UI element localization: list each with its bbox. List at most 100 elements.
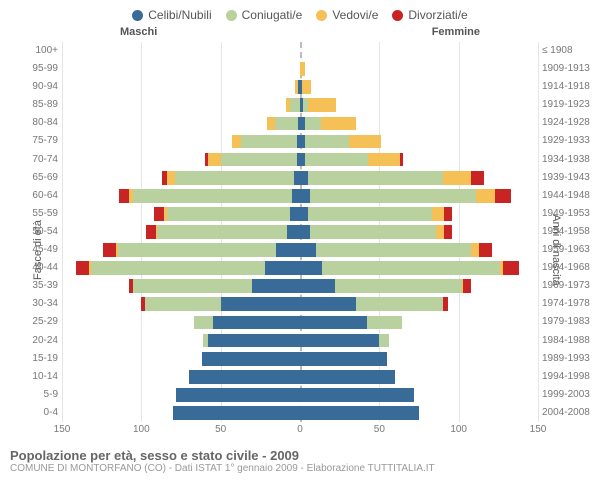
bar-male — [232, 135, 300, 149]
legend-swatch — [226, 10, 237, 21]
segment-celibi — [300, 406, 419, 420]
age-label: 85-89 — [12, 96, 58, 114]
segment-celibi — [276, 243, 300, 257]
age-label: 75-79 — [12, 132, 58, 150]
population-pyramid-chart: Celibi/NubiliConiugati/eVedovi/eDivorzia… — [0, 0, 600, 500]
legend-label: Coniugati/e — [242, 8, 303, 22]
age-label: 25-29 — [12, 313, 58, 331]
segment-coniugati — [175, 171, 294, 185]
segment-celibi — [265, 261, 300, 275]
bar-male — [202, 352, 300, 366]
bar-male — [141, 297, 300, 311]
bar-female — [300, 406, 419, 420]
segment-coniugati — [322, 261, 500, 275]
segment-divorziati — [444, 207, 452, 221]
age-row: 25-291979-1983 — [62, 313, 538, 331]
birth-year-label: ≤ 1908 — [542, 42, 598, 60]
segment-coniugati — [133, 279, 252, 293]
birth-year-label: 1999-2003 — [542, 386, 598, 404]
age-label: 70-74 — [12, 151, 58, 169]
segment-coniugati — [118, 243, 277, 257]
segment-coniugati — [308, 171, 443, 185]
age-label: 100+ — [12, 42, 58, 60]
segment-coniugati — [133, 189, 292, 203]
segment-vedovi — [208, 153, 221, 167]
segment-coniugati — [367, 316, 402, 330]
bar-female — [300, 334, 389, 348]
segment-celibi — [208, 334, 300, 348]
segment-celibi — [300, 261, 322, 275]
segment-vedovi — [302, 80, 312, 94]
age-row: 95-991909-1913 — [62, 60, 538, 78]
age-row: 50-541954-1958 — [62, 223, 538, 241]
age-label: 60-64 — [12, 187, 58, 205]
segment-coniugati — [305, 153, 368, 167]
segment-celibi — [300, 316, 367, 330]
segment-coniugati — [356, 297, 443, 311]
bar-female — [300, 261, 519, 275]
segment-divorziati — [154, 207, 164, 221]
age-row: 80-841924-1928 — [62, 114, 538, 132]
segment-celibi — [300, 388, 414, 402]
legend-item-coniugati: Coniugati/e — [226, 8, 303, 22]
bar-female — [300, 207, 452, 221]
segment-celibi — [221, 297, 300, 311]
chart-title: Popolazione per età, sesso e stato civil… — [10, 448, 590, 463]
segment-celibi — [176, 388, 300, 402]
segment-vedovi — [436, 225, 444, 239]
segment-divorziati — [463, 279, 471, 293]
bar-male — [129, 279, 300, 293]
segment-coniugati — [379, 334, 389, 348]
segment-coniugati — [91, 261, 266, 275]
birth-year-label: 1984-1988 — [542, 332, 598, 350]
segment-divorziati — [471, 171, 484, 185]
bar-male — [162, 171, 300, 185]
bar-male — [194, 316, 300, 330]
segment-divorziati — [76, 261, 89, 275]
birth-year-label: 1914-1918 — [542, 78, 598, 96]
segment-celibi — [252, 279, 300, 293]
bar-female — [300, 388, 414, 402]
bar-female — [300, 297, 448, 311]
segment-vedovi — [368, 153, 400, 167]
segment-divorziati — [503, 261, 519, 275]
segment-coniugati — [241, 135, 297, 149]
birth-year-label: 1979-1983 — [542, 313, 598, 331]
segment-celibi — [300, 279, 335, 293]
bar-female — [300, 316, 402, 330]
segment-vedovi — [443, 171, 472, 185]
birth-year-label: 1944-1948 — [542, 187, 598, 205]
age-label: 0-4 — [12, 404, 58, 422]
age-row: 85-891919-1923 — [62, 96, 538, 114]
legend-label: Divorziati/e — [408, 8, 467, 22]
segment-vedovi — [267, 117, 275, 131]
birth-year-label: 1994-1998 — [542, 368, 598, 386]
segment-celibi — [173, 406, 300, 420]
segment-celibi — [300, 189, 310, 203]
birth-year-label: 1964-1968 — [542, 259, 598, 277]
age-row: 55-591949-1953 — [62, 205, 538, 223]
bar-male — [154, 207, 300, 221]
legend-swatch — [392, 10, 403, 21]
segment-vedovi — [232, 135, 242, 149]
age-row: 100+≤ 1908 — [62, 42, 538, 60]
segment-celibi — [189, 370, 300, 384]
age-label: 5-9 — [12, 386, 58, 404]
segment-coniugati — [310, 189, 477, 203]
bar-female — [300, 117, 356, 131]
bar-female — [300, 80, 311, 94]
bar-male — [203, 334, 300, 348]
bar-female — [300, 153, 403, 167]
bar-male — [286, 98, 300, 112]
age-row: 35-391969-1973 — [62, 277, 538, 295]
legend-swatch — [132, 10, 143, 21]
x-tick: 0 — [297, 424, 303, 435]
segment-coniugati — [145, 297, 221, 311]
segment-divorziati — [495, 189, 511, 203]
segment-coniugati — [308, 207, 432, 221]
bar-male — [146, 225, 300, 239]
segment-coniugati — [157, 225, 287, 239]
bar-male — [189, 370, 300, 384]
segment-celibi — [213, 316, 300, 330]
legend-item-vedovi: Vedovi/e — [316, 8, 378, 22]
